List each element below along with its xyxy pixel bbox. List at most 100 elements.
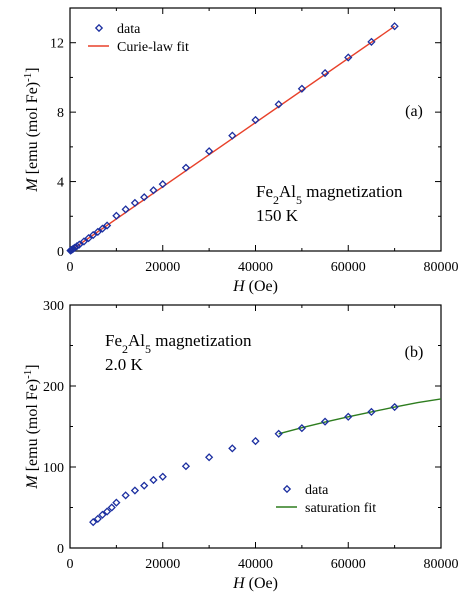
legend-label-fit: Curie-law fit bbox=[117, 40, 189, 55]
y-tick-label: 0 bbox=[57, 245, 64, 260]
annotation-fe: Fe bbox=[256, 182, 273, 201]
data-point bbox=[140, 193, 149, 202]
data-point bbox=[181, 163, 191, 172]
x-tick-label: 20000 bbox=[145, 557, 180, 572]
y-axis-label-sup: -1 bbox=[22, 370, 34, 379]
data-point bbox=[79, 237, 89, 246]
data-point bbox=[121, 205, 130, 214]
data-point bbox=[297, 424, 306, 433]
annotation-title: Fe2Al5 magnetization bbox=[105, 331, 252, 356]
legend-label-data: data bbox=[305, 483, 329, 498]
y-tick-label: 300 bbox=[43, 299, 64, 314]
annotation-al: Al bbox=[279, 182, 296, 201]
data-point bbox=[149, 186, 158, 195]
y-tick-label: 4 bbox=[57, 176, 64, 191]
data-point bbox=[98, 510, 107, 519]
y-axis-label-unit: [emu (mol Fe) bbox=[24, 82, 41, 178]
data-point bbox=[93, 227, 102, 237]
annotation-temperature: 2.0 K bbox=[105, 355, 144, 374]
data-point bbox=[274, 429, 283, 438]
annotation-sub1: 2 bbox=[273, 193, 279, 207]
data-point bbox=[390, 402, 399, 412]
data-point bbox=[390, 22, 399, 31]
panel-label: (a) bbox=[405, 103, 423, 120]
data-point bbox=[140, 481, 149, 490]
data-point bbox=[84, 234, 93, 243]
x-axis-label-unit: (Oe) bbox=[245, 575, 278, 592]
data-point bbox=[75, 240, 84, 249]
panel-label: (b) bbox=[405, 344, 424, 361]
data-point bbox=[102, 221, 112, 230]
y-axis-label: M [emu (mol Fe)-1] bbox=[22, 67, 41, 192]
data-point bbox=[228, 444, 237, 453]
data-point bbox=[205, 453, 214, 462]
annotation-fe: Fe bbox=[105, 331, 122, 350]
data-point bbox=[158, 180, 167, 189]
x-axis-label-unit: (Oe) bbox=[245, 278, 278, 295]
data-point bbox=[130, 198, 140, 208]
data-point bbox=[320, 68, 330, 78]
data-point bbox=[344, 53, 353, 62]
x-tick-label: 60000 bbox=[331, 260, 366, 275]
data-point bbox=[320, 417, 330, 426]
data-point bbox=[107, 503, 116, 512]
legend-marker bbox=[94, 23, 104, 33]
annotation-sub1: 2 bbox=[122, 342, 128, 356]
data-point bbox=[228, 131, 237, 140]
annotation-al: Al bbox=[128, 331, 145, 350]
x-tick-label: 20000 bbox=[145, 260, 180, 275]
data-point bbox=[251, 115, 260, 125]
x-tick-label: 80000 bbox=[424, 260, 459, 275]
panel-a: 0 20000 40000 60000 80000 0 4 8 12 H (Oe) M [emu (… bbox=[22, 7, 459, 295]
x-tick-label: 40000 bbox=[238, 557, 273, 572]
data-point bbox=[89, 517, 98, 527]
data-point bbox=[121, 491, 130, 500]
x-axis-label-symbol: H bbox=[232, 575, 246, 592]
x-tick-label: 60000 bbox=[331, 557, 366, 572]
data-point bbox=[367, 407, 376, 417]
legend-label-data: data bbox=[117, 22, 141, 37]
x-axis-label: H (Oe) bbox=[232, 575, 278, 592]
annotation-rest: magnetization bbox=[302, 182, 403, 201]
annotation-title: Fe2Al5 magnetization bbox=[256, 182, 403, 207]
data-point bbox=[112, 211, 121, 220]
data-point bbox=[130, 486, 140, 495]
data-point bbox=[274, 100, 283, 109]
x-tick-label: 0 bbox=[67, 557, 74, 572]
data-point bbox=[251, 436, 260, 446]
legend: data saturation fit bbox=[276, 483, 376, 516]
data-point bbox=[98, 224, 107, 233]
annotation-sub2: 5 bbox=[145, 342, 151, 356]
x-tick-label: 0 bbox=[67, 260, 74, 275]
x-tick-label: 80000 bbox=[424, 557, 459, 572]
data-point bbox=[181, 462, 191, 471]
y-axis-label-symbol: M bbox=[24, 474, 41, 490]
data-point bbox=[149, 475, 158, 485]
legend-marker bbox=[282, 484, 292, 494]
data-point bbox=[72, 242, 82, 251]
annotation-sub2: 5 bbox=[296, 193, 302, 207]
y-tick-label: 200 bbox=[43, 380, 64, 395]
data-point bbox=[297, 84, 306, 93]
data-point bbox=[112, 498, 121, 507]
annotation-rest: magnetization bbox=[151, 331, 252, 350]
data-point bbox=[158, 472, 167, 481]
data-point bbox=[344, 412, 353, 421]
y-axis-label-end: ] bbox=[24, 67, 41, 72]
data-point bbox=[93, 514, 102, 523]
x-axis-label-symbol: H bbox=[232, 278, 246, 295]
data-point bbox=[102, 507, 112, 516]
y-axis-label-symbol: M bbox=[24, 177, 41, 193]
y-tick-label: 12 bbox=[50, 37, 64, 52]
y-tick-label: 8 bbox=[57, 106, 64, 121]
data-point bbox=[367, 37, 376, 46]
y-axis-label-end: ] bbox=[24, 364, 41, 369]
data-point bbox=[205, 147, 214, 156]
y-tick-label: 100 bbox=[43, 461, 64, 476]
y-tick-label: 0 bbox=[57, 542, 64, 557]
x-tick-label: 40000 bbox=[238, 260, 273, 275]
legend: data Curie-law fit bbox=[88, 22, 189, 55]
fit-line bbox=[278, 398, 441, 435]
y-axis-label-sup: -1 bbox=[22, 73, 34, 82]
